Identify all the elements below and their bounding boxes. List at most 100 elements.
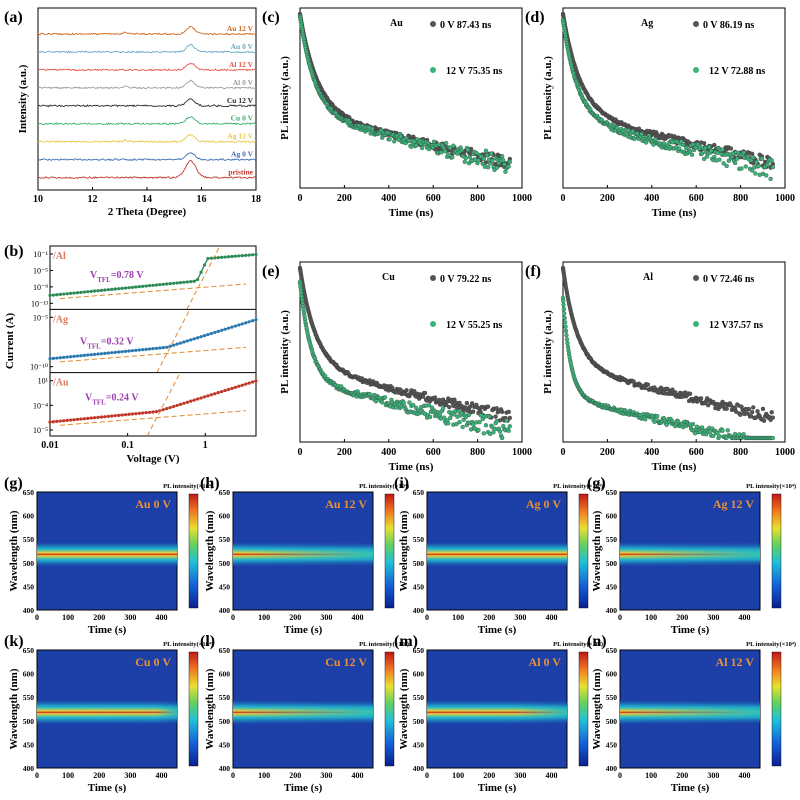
y-tick-label: 550: [23, 535, 35, 544]
trpl-point: [380, 400, 385, 405]
trpl-point: [615, 125, 620, 130]
trpl-point: [755, 409, 760, 414]
xrd-curve: [37, 159, 257, 180]
trpl-point: [497, 429, 503, 434]
trpl-panel: (d) Ag 0 V 86.19 ns 12 V 72.88 ns 0 200 400 600…: [525, 7, 795, 219]
trpl-legend-0v: 0 V 79.22 ns: [440, 274, 491, 285]
map-xlabel: Time (s): [88, 782, 127, 794]
trpl-point: [751, 405, 756, 410]
x-tick-label: 300: [707, 613, 719, 622]
trpl-point: [645, 382, 651, 387]
trpl-point: [507, 424, 512, 429]
trpl-ylabel: PL intensity (a.u.): [279, 56, 291, 140]
trpl-point: [690, 422, 696, 427]
trpl-legend-12v: 12 V 55.25 ns: [446, 320, 502, 331]
sclc-group-name: /Al: [52, 251, 66, 262]
map-xlabel: Time (s): [478, 782, 517, 794]
map-name: Al 12 V: [716, 655, 755, 669]
map-ylabel: Wavelength (nm): [398, 510, 410, 591]
x-tick-label: 300: [124, 771, 136, 780]
y-tick-label: 450: [23, 740, 35, 749]
y-tick-label: 450: [606, 740, 618, 749]
trpl-point: [561, 306, 567, 312]
map-band-strong: [233, 699, 373, 726]
trpl-point: [487, 414, 492, 419]
x-tick-label: 1000: [775, 447, 795, 458]
y-tick-label: 10⁻⁵: [33, 266, 48, 275]
trpl-point: [562, 320, 568, 325]
xrd-curve-label: Cu 0 V: [231, 114, 254, 123]
x-tick-label: 300: [320, 613, 332, 622]
trpl-frame: [562, 7, 786, 189]
y-tick-label: 600: [606, 512, 618, 521]
trpl-point: [561, 298, 566, 304]
x-tick-label: 1000: [512, 193, 532, 204]
panel-label-map: (g): [587, 475, 606, 492]
trpl-point: [770, 435, 775, 441]
pl-map-panel: (m)Al 0 VPL intensity(×10⁴)0 100 200 300 400…: [394, 633, 603, 794]
map-xlabel: Time (s): [284, 782, 323, 794]
map-ylabel: Wavelength (nm): [204, 510, 216, 591]
colorbar-title: PL intensity(×10⁴): [746, 641, 796, 648]
x-tick-label: 0.1: [121, 440, 134, 451]
trpl-point: [739, 166, 744, 171]
xrd-curve: [37, 152, 257, 162]
x-tick-label: 0: [618, 613, 622, 622]
trpl-point: [506, 409, 511, 415]
y-tick-label: 550: [219, 693, 231, 702]
trpl-point: [506, 164, 511, 169]
y-tick-label: 400: [23, 606, 35, 615]
y-tick-label: 450: [219, 582, 231, 591]
trpl-point: [481, 431, 486, 436]
trpl-point: [462, 159, 467, 165]
trpl-point: [448, 145, 453, 151]
panel-label-trpl: (d): [525, 9, 545, 26]
trpl-frame: [299, 7, 523, 189]
trpl-point: [485, 165, 491, 170]
x-tick-label: 200: [93, 613, 105, 622]
y-tick-label: 400: [413, 606, 425, 615]
xrd-ylabel: Intensity (a.u.): [17, 64, 29, 133]
x-tick-label: 0: [231, 771, 235, 780]
x-tick-label: 0: [561, 447, 566, 458]
trpl-metal: Al: [643, 272, 653, 283]
trpl-point: [561, 302, 566, 307]
panel-label-a: (a): [4, 9, 23, 26]
trpl-point: [701, 141, 707, 146]
colorbar: [384, 651, 395, 767]
sclc-curve: [49, 253, 257, 297]
y-tick-label: 500: [606, 559, 618, 568]
pl-map-panel: (i)Ag 0 VPL intensity(×10⁴)0 100 200 300 400…: [394, 475, 603, 636]
xrd-curve-label: Cu 12 V: [227, 96, 254, 105]
y-tick-label: 650: [219, 646, 231, 655]
trpl-point: [420, 394, 426, 399]
trpl-legend-0v: 0 V 72.46 ns: [703, 274, 754, 285]
sclc-fit-ohmic: [59, 346, 247, 363]
x-tick-label: 200: [483, 613, 495, 622]
map-band-strong: [233, 541, 373, 568]
x-tick-label: 1000: [512, 447, 532, 458]
trpl-point: [404, 388, 409, 393]
trpl-legend-0v: 0 V 87.43 ns: [440, 20, 491, 31]
y-tick-label: 400: [606, 606, 618, 615]
trpl-point: [764, 173, 769, 178]
trpl-point: [741, 150, 746, 155]
x-tick-label: 200: [676, 771, 688, 780]
trpl-point: [499, 409, 505, 414]
trpl-point: [506, 428, 511, 433]
trpl-point: [382, 395, 388, 400]
y-tick-label: 550: [413, 535, 425, 544]
x-tick-label: 300: [320, 771, 332, 780]
map-ylabel: Wavelength (nm): [8, 668, 20, 749]
y-tick-label: 550: [606, 535, 618, 544]
sclc-curve: [49, 380, 257, 423]
trpl-point: [565, 344, 571, 350]
y-tick-label: 450: [219, 740, 231, 749]
trpl-ylabel: PL intensity (a.u.): [542, 310, 554, 394]
x-tick-label: 400: [351, 613, 363, 622]
panel-label-map: (l): [200, 633, 215, 650]
trpl-xlabel: Time (ns): [389, 207, 434, 219]
xrd-curve-label: Al 12 V: [229, 60, 254, 69]
trpl-point: [746, 406, 752, 412]
trpl-point: [712, 142, 717, 148]
